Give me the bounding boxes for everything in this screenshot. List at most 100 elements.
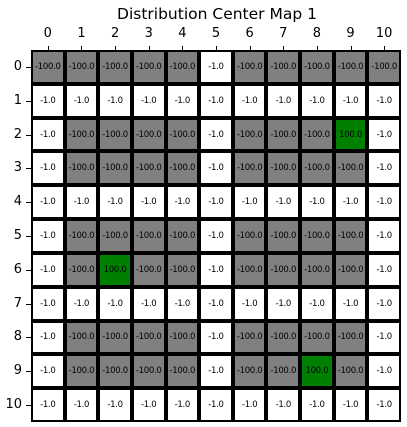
grid-cell-open[interactable]: -1.0 <box>199 83 233 118</box>
grid-cell-open[interactable]: -1.0 <box>266 286 301 321</box>
grid-cell-open[interactable]: -1.0 <box>199 151 233 186</box>
grid-cell-open[interactable]: -1.0 <box>300 83 334 118</box>
grid-cell-open[interactable]: -1.0 <box>333 286 368 321</box>
grid-cell-obstacle[interactable]: -100.0 <box>98 151 132 186</box>
grid-cell-open[interactable]: -1.0 <box>199 320 233 355</box>
grid-cell-obstacle[interactable]: -100.0 <box>64 219 99 253</box>
grid-cell-open[interactable]: -1.0 <box>300 388 334 422</box>
grid-cell-obstacle[interactable]: -100.0 <box>300 252 334 287</box>
grid-cell-open[interactable]: -1.0 <box>367 83 401 118</box>
grid-cell-obstacle[interactable]: -100.0 <box>165 354 200 389</box>
grid-cell-open[interactable]: -1.0 <box>232 185 267 220</box>
grid-cell-open[interactable]: -1.0 <box>31 252 65 287</box>
grid-cell-open[interactable]: -1.0 <box>64 286 99 321</box>
grid-cell-open[interactable]: -1.0 <box>131 185 166 220</box>
grid-cell-open[interactable]: -1.0 <box>98 286 132 321</box>
grid-cell-obstacle[interactable]: -100.0 <box>165 252 200 287</box>
grid-cell-open[interactable]: -1.0 <box>199 117 233 152</box>
grid-cell-obstacle[interactable]: -100.0 <box>232 320 267 355</box>
grid-cell-obstacle[interactable]: -100.0 <box>98 354 132 389</box>
grid-cell-obstacle[interactable]: -100.0 <box>64 50 99 84</box>
grid-cell-obstacle[interactable]: -100.0 <box>165 117 200 152</box>
grid-cell-open[interactable]: -1.0 <box>165 83 200 118</box>
grid-cell-open[interactable]: -1.0 <box>165 286 200 321</box>
grid-cell-open[interactable]: -1.0 <box>266 185 301 220</box>
grid-cell-obstacle[interactable]: -100.0 <box>232 219 267 253</box>
grid-cell-open[interactable]: -1.0 <box>232 388 267 422</box>
grid-cell-obstacle[interactable]: -100.0 <box>64 117 99 152</box>
grid-cell-open[interactable]: -1.0 <box>165 388 200 422</box>
grid-cell-obstacle[interactable]: -100.0 <box>64 151 99 186</box>
grid-cell-open[interactable]: -1.0 <box>98 185 132 220</box>
grid-cell-open[interactable]: -1.0 <box>300 185 334 220</box>
grid-cell-obstacle[interactable]: -100.0 <box>232 117 267 152</box>
grid-cell-obstacle[interactable]: -100.0 <box>131 320 166 355</box>
grid-cell-obstacle[interactable]: -100.0 <box>98 50 132 84</box>
grid-cell-goal[interactable]: 100.0 <box>333 117 368 152</box>
grid-cell-open[interactable]: -1.0 <box>333 83 368 118</box>
grid-cell-obstacle[interactable]: -100.0 <box>64 320 99 355</box>
grid-cell-open[interactable]: -1.0 <box>199 354 233 389</box>
grid-cell-open[interactable]: -1.0 <box>367 388 401 422</box>
grid-cell-obstacle[interactable]: -100.0 <box>300 50 334 84</box>
grid-cell-open[interactable]: -1.0 <box>131 83 166 118</box>
grid-cell-obstacle[interactable]: -100.0 <box>232 50 267 84</box>
grid-cell-obstacle[interactable]: -100.0 <box>165 320 200 355</box>
grid-cell-open[interactable]: -1.0 <box>333 185 368 220</box>
grid-cell-obstacle[interactable]: -100.0 <box>300 219 334 253</box>
grid-cell-open[interactable]: -1.0 <box>199 286 233 321</box>
grid-cell-open[interactable]: -1.0 <box>199 219 233 253</box>
grid-cell-open[interactable]: -1.0 <box>31 151 65 186</box>
grid-cell-obstacle[interactable]: -100.0 <box>300 117 334 152</box>
grid-cell-obstacle[interactable]: -100.0 <box>131 354 166 389</box>
grid-cell-obstacle[interactable]: -100.0 <box>232 151 267 186</box>
grid-cell-obstacle[interactable]: -100.0 <box>31 50 65 84</box>
grid-cell-open[interactable]: -1.0 <box>367 252 401 287</box>
grid-cell-open[interactable]: -1.0 <box>31 286 65 321</box>
grid-cell-obstacle[interactable]: -100.0 <box>165 151 200 186</box>
grid-cell-goal[interactable]: 100.0 <box>98 252 132 287</box>
grid-cell-obstacle[interactable]: -100.0 <box>266 151 301 186</box>
grid-cell-obstacle[interactable]: -100.0 <box>333 252 368 287</box>
grid-cell-obstacle[interactable]: -100.0 <box>266 354 301 389</box>
grid-cell-open[interactable]: -1.0 <box>367 219 401 253</box>
grid-cell-obstacle[interactable]: -100.0 <box>266 117 301 152</box>
grid-cell-open[interactable]: -1.0 <box>31 117 65 152</box>
grid-cell-obstacle[interactable]: -100.0 <box>131 117 166 152</box>
grid-cell-obstacle[interactable]: -100.0 <box>98 219 132 253</box>
grid-cell-obstacle[interactable]: -100.0 <box>333 354 368 389</box>
grid-cell-obstacle[interactable]: -100.0 <box>131 50 166 84</box>
grid-cell-obstacle[interactable]: -100.0 <box>333 50 368 84</box>
grid-cell-open[interactable]: -1.0 <box>266 388 301 422</box>
grid-cell-obstacle[interactable]: -100.0 <box>300 151 334 186</box>
grid-cell-open[interactable]: -1.0 <box>98 388 132 422</box>
grid-cell-obstacle[interactable]: -100.0 <box>367 50 401 84</box>
grid-cell-open[interactable]: -1.0 <box>31 219 65 253</box>
grid-cell-open[interactable]: -1.0 <box>367 286 401 321</box>
grid-cell-open[interactable]: -1.0 <box>131 388 166 422</box>
grid-cell-obstacle[interactable]: -100.0 <box>333 320 368 355</box>
grid-cell-open[interactable]: -1.0 <box>199 50 233 84</box>
grid-cell-open[interactable]: -1.0 <box>300 286 334 321</box>
grid-cell-obstacle[interactable]: -100.0 <box>131 151 166 186</box>
grid-cell-obstacle[interactable]: -100.0 <box>300 320 334 355</box>
grid-cell-obstacle[interactable]: -100.0 <box>333 219 368 253</box>
grid-cell-obstacle[interactable]: -100.0 <box>232 354 267 389</box>
grid-cell-obstacle[interactable]: -100.0 <box>266 219 301 253</box>
grid-cell-obstacle[interactable]: -100.0 <box>232 252 267 287</box>
grid-cell-open[interactable]: -1.0 <box>98 83 132 118</box>
grid-cell-open[interactable]: -1.0 <box>367 151 401 186</box>
grid-cell-obstacle[interactable]: -100.0 <box>131 219 166 253</box>
grid-cell-open[interactable]: -1.0 <box>199 388 233 422</box>
grid-cell-open[interactable]: -1.0 <box>64 388 99 422</box>
grid-cell-goal[interactable]: 100.0 <box>300 354 334 389</box>
grid-cell-open[interactable]: -1.0 <box>367 354 401 389</box>
grid-cell-obstacle[interactable]: -100.0 <box>266 320 301 355</box>
grid-cell-open[interactable]: -1.0 <box>31 388 65 422</box>
grid-cell-open[interactable]: -1.0 <box>31 320 65 355</box>
grid-cell-open[interactable]: -1.0 <box>31 185 65 220</box>
grid-cell-obstacle[interactable]: -100.0 <box>131 252 166 287</box>
grid-cell-open[interactable]: -1.0 <box>31 83 65 118</box>
grid-cell-obstacle[interactable]: -100.0 <box>266 252 301 287</box>
grid-cell-open[interactable]: -1.0 <box>367 320 401 355</box>
